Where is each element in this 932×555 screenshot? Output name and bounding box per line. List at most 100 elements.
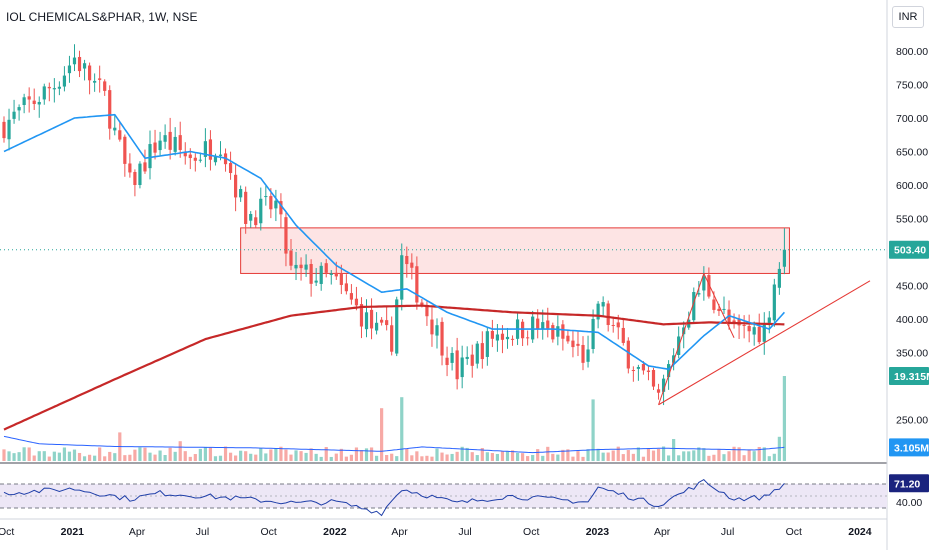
candle-body bbox=[32, 100, 36, 105]
volume-ma-badge: 3.105M bbox=[894, 442, 929, 454]
volume-bar bbox=[405, 448, 409, 461]
volume-bar bbox=[732, 446, 736, 461]
volume-bar bbox=[77, 452, 82, 461]
volume-bar bbox=[677, 455, 681, 461]
volume-bar bbox=[148, 452, 152, 461]
candle-body bbox=[93, 80, 97, 83]
candle-body bbox=[284, 217, 288, 254]
volume-bar bbox=[309, 448, 313, 461]
candle-body bbox=[82, 63, 87, 69]
candle-body bbox=[465, 356, 469, 359]
volume-bar bbox=[254, 454, 258, 461]
volume-bar bbox=[722, 454, 726, 461]
volume-bar bbox=[490, 453, 494, 461]
volume-bar bbox=[727, 451, 731, 461]
time-tick-label: 2022 bbox=[323, 526, 347, 538]
candle-body bbox=[581, 344, 585, 363]
volume-bar bbox=[108, 451, 112, 461]
candles bbox=[2, 44, 787, 406]
candle-body bbox=[329, 273, 333, 275]
candle-body bbox=[203, 141, 207, 157]
time-tick-label: 2024 bbox=[848, 526, 872, 538]
candle-body bbox=[561, 324, 565, 339]
candle-body bbox=[531, 316, 535, 340]
time-tick-label: Apr bbox=[391, 526, 408, 538]
volume-bar bbox=[455, 451, 459, 461]
candle-body bbox=[576, 343, 580, 346]
candle-body bbox=[42, 86, 46, 100]
volume-bar bbox=[188, 456, 192, 461]
volume-bar bbox=[138, 447, 142, 461]
candle-body bbox=[762, 324, 766, 342]
moving-averages bbox=[3, 113, 785, 431]
volume-bar bbox=[581, 456, 585, 461]
volume-bar bbox=[601, 452, 605, 461]
volume-bar bbox=[374, 455, 379, 461]
pattern-line bbox=[658, 273, 705, 405]
volume-bar bbox=[269, 449, 273, 461]
candle-body bbox=[656, 389, 661, 393]
candle-body bbox=[697, 293, 701, 295]
volume-bar bbox=[762, 447, 766, 461]
volume-bar bbox=[712, 454, 716, 461]
volume-bar bbox=[334, 453, 338, 461]
candle-body bbox=[500, 333, 505, 340]
candle-body bbox=[364, 312, 369, 330]
volume-bar bbox=[153, 454, 157, 461]
candle-body bbox=[153, 142, 157, 153]
candle-body bbox=[359, 304, 364, 327]
candle-body bbox=[631, 370, 635, 372]
volume-bar bbox=[576, 451, 580, 461]
volume-bar bbox=[692, 450, 696, 461]
volume-bar bbox=[42, 451, 46, 461]
candle-body bbox=[173, 136, 177, 152]
volume-bar bbox=[410, 455, 414, 461]
volume-bar bbox=[72, 449, 77, 461]
volume-bar bbox=[450, 453, 454, 461]
candle-body bbox=[103, 81, 107, 91]
volume-bar bbox=[520, 453, 525, 461]
price-tick-label: 550.00 bbox=[896, 214, 928, 226]
candle-body bbox=[440, 321, 444, 356]
candle-body bbox=[264, 196, 268, 198]
time-tick-label: 2023 bbox=[586, 526, 610, 538]
volume-bar bbox=[37, 451, 41, 461]
resistance-zone bbox=[240, 227, 790, 274]
candle-body bbox=[198, 159, 202, 161]
volume-bar bbox=[606, 452, 610, 461]
volume-bar bbox=[314, 453, 318, 461]
volume-badge: 19.315M bbox=[894, 371, 932, 383]
candle-body bbox=[425, 305, 429, 317]
candle-body bbox=[299, 264, 303, 269]
candle-body bbox=[17, 107, 21, 111]
candle-body bbox=[702, 276, 706, 291]
candle-body bbox=[380, 319, 384, 323]
candle-body bbox=[455, 350, 459, 380]
time-tick-label: 2021 bbox=[61, 526, 85, 538]
currency-button[interactable]: INR bbox=[892, 6, 924, 28]
candle-body bbox=[541, 322, 545, 330]
candle-body bbox=[692, 292, 696, 321]
volume-bar bbox=[62, 447, 67, 461]
volume-bar bbox=[7, 451, 11, 461]
rsi-line bbox=[3, 478, 785, 517]
volume-bar bbox=[621, 454, 625, 461]
volume-bar bbox=[777, 436, 781, 461]
candle-body bbox=[510, 338, 515, 340]
candle-body bbox=[732, 320, 736, 323]
volume-bar bbox=[515, 452, 520, 461]
candle-body bbox=[138, 163, 142, 185]
candle-body bbox=[309, 264, 313, 284]
volume-bar bbox=[586, 449, 590, 461]
volume-bar bbox=[445, 454, 449, 461]
candle-body bbox=[289, 250, 293, 266]
volume-bar bbox=[128, 454, 132, 461]
candle-body bbox=[52, 88, 56, 90]
price-tick-label: 800.00 bbox=[896, 46, 928, 58]
volume-bar bbox=[289, 454, 293, 461]
volume-bar bbox=[369, 447, 374, 461]
candle-body bbox=[470, 354, 474, 366]
volume-bar bbox=[782, 376, 787, 461]
